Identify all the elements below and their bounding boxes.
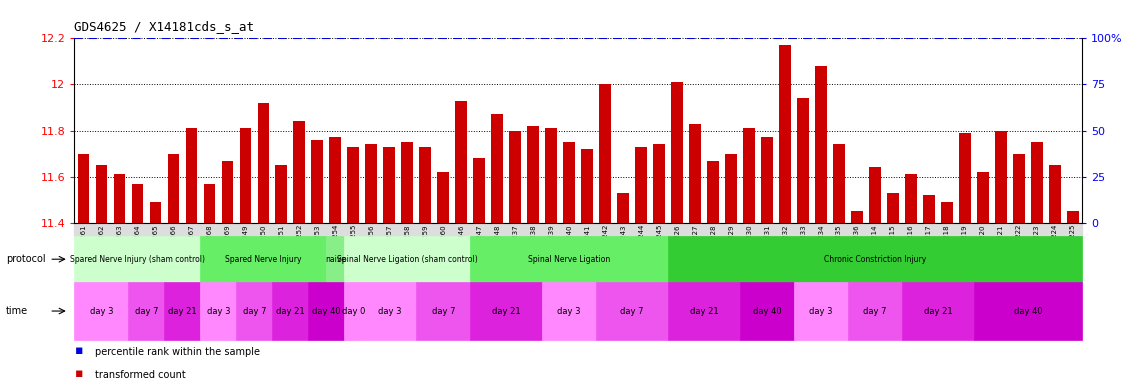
Bar xyxy=(293,121,306,223)
Bar xyxy=(437,172,449,223)
Text: day 0: day 0 xyxy=(341,306,365,316)
Bar xyxy=(276,165,287,223)
Bar xyxy=(708,161,719,223)
Bar xyxy=(473,158,485,223)
Text: day 7: day 7 xyxy=(621,306,643,316)
Bar xyxy=(330,137,341,223)
Bar xyxy=(510,131,521,223)
Bar xyxy=(869,167,881,223)
Bar xyxy=(761,137,773,223)
Text: day 21: day 21 xyxy=(924,306,953,316)
Text: day 21: day 21 xyxy=(168,306,197,316)
Bar xyxy=(743,128,755,223)
Text: day 3: day 3 xyxy=(378,306,401,316)
Text: day 21: day 21 xyxy=(276,306,305,316)
Bar xyxy=(815,66,827,223)
Bar xyxy=(545,128,558,223)
Text: GDS4625 / X14181cds_s_at: GDS4625 / X14181cds_s_at xyxy=(74,20,254,33)
Text: percentile rank within the sample: percentile rank within the sample xyxy=(95,347,260,357)
Bar xyxy=(402,142,413,223)
Bar xyxy=(150,202,161,223)
Bar xyxy=(563,142,575,223)
Text: ▪: ▪ xyxy=(74,344,82,357)
Bar xyxy=(78,154,89,223)
Bar xyxy=(347,147,360,223)
Text: transformed count: transformed count xyxy=(95,370,185,380)
Text: day 7: day 7 xyxy=(135,306,158,316)
Text: Spared Nerve Injury (sham control): Spared Nerve Injury (sham control) xyxy=(70,255,205,264)
Bar xyxy=(384,147,395,223)
Bar xyxy=(258,103,269,223)
Bar xyxy=(132,184,143,223)
Text: day 21: day 21 xyxy=(689,306,719,316)
Text: Chronic Constriction Injury: Chronic Constriction Injury xyxy=(824,255,926,264)
Bar xyxy=(221,161,234,223)
Bar xyxy=(654,144,665,223)
Bar xyxy=(239,128,251,223)
Bar xyxy=(1049,165,1061,223)
Text: day 40: day 40 xyxy=(311,306,341,316)
Bar xyxy=(617,193,629,223)
Bar xyxy=(834,144,845,223)
Bar xyxy=(941,202,953,223)
Bar xyxy=(185,128,197,223)
Bar xyxy=(780,45,791,223)
Bar xyxy=(311,140,323,223)
Bar xyxy=(599,84,611,223)
Text: ▪: ▪ xyxy=(74,367,82,380)
Text: day 21: day 21 xyxy=(492,306,521,316)
Bar xyxy=(1013,154,1025,223)
Bar xyxy=(491,114,503,223)
Text: day 7: day 7 xyxy=(432,306,455,316)
Bar xyxy=(906,174,917,223)
Bar xyxy=(977,172,989,223)
Text: Spared Nerve Injury: Spared Nerve Injury xyxy=(226,255,301,264)
Text: day 40: day 40 xyxy=(752,306,781,316)
Text: naive: naive xyxy=(325,255,346,264)
Text: day 3: day 3 xyxy=(89,306,113,316)
Bar xyxy=(995,131,1006,223)
Bar xyxy=(1032,142,1043,223)
Bar xyxy=(635,147,647,223)
Text: day 7: day 7 xyxy=(863,306,887,316)
Bar xyxy=(365,144,377,223)
Bar xyxy=(725,154,737,223)
Bar xyxy=(419,147,432,223)
Bar xyxy=(923,195,935,223)
Bar xyxy=(851,211,863,223)
Text: time: time xyxy=(6,306,27,316)
Text: Spinal Nerve Ligation (sham control): Spinal Nerve Ligation (sham control) xyxy=(337,255,477,264)
Bar xyxy=(167,154,180,223)
Text: day 3: day 3 xyxy=(206,306,230,316)
Bar xyxy=(671,82,684,223)
Bar xyxy=(887,193,899,223)
Bar xyxy=(528,126,539,223)
Text: protocol: protocol xyxy=(6,254,46,264)
Bar xyxy=(960,133,971,223)
Bar xyxy=(1067,211,1079,223)
Bar xyxy=(689,124,701,223)
Bar xyxy=(204,184,215,223)
Text: day 40: day 40 xyxy=(1013,306,1042,316)
Bar xyxy=(456,101,467,223)
Text: day 3: day 3 xyxy=(558,306,581,316)
Bar xyxy=(113,174,125,223)
Text: Spinal Nerve Ligation: Spinal Nerve Ligation xyxy=(528,255,610,264)
Bar xyxy=(797,98,810,223)
Bar xyxy=(74,223,1082,338)
Text: day 7: day 7 xyxy=(243,306,266,316)
Text: day 3: day 3 xyxy=(810,306,832,316)
Bar xyxy=(582,149,593,223)
Bar xyxy=(95,165,108,223)
